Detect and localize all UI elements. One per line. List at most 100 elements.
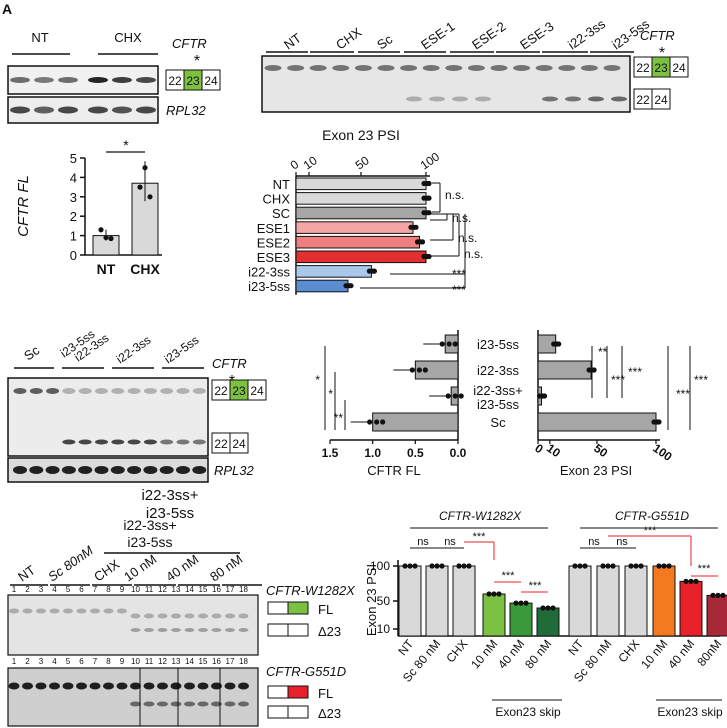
chart5-bar-9 [652, 565, 676, 637]
panel-d-band-bottom-skip [197, 701, 209, 707]
panel-d-lane-number-top: 6 [79, 585, 84, 594]
panel-b-exons-fl-exon-label: 24 [672, 61, 686, 75]
panel-d-exon2-skip-right [287, 705, 309, 719]
panel-d-band-bottom-fl [116, 682, 128, 690]
panel-d-fl-bottom: FL [318, 686, 333, 701]
panel-b-band-fl [513, 65, 531, 71]
chart5-point [402, 563, 408, 569]
chart5-point [550, 605, 556, 611]
panel-b-band-fl [264, 65, 282, 71]
panel-a-asterisk: * [194, 53, 200, 70]
panel-c-lane-sc: Sc [21, 342, 42, 363]
chart5-point [407, 563, 413, 569]
panel-b-band-fl [490, 65, 508, 71]
chart5-ytick-label: 50 [377, 594, 391, 608]
chart5-sig-label: ns [444, 536, 456, 548]
chart3-point [409, 367, 415, 373]
panel-a-band-rpl32-5 [136, 106, 156, 114]
chart5-point [491, 591, 497, 597]
chart4-bar [537, 412, 657, 432]
panel-d-lane-number-top: 15 [199, 585, 208, 594]
panel-d-lane-number-bottom: 14 [185, 657, 194, 666]
panel-d-lane-number-bottom: 15 [199, 657, 208, 666]
panel-c-loading-label: RPL32 [214, 463, 255, 478]
chart5-sig-label: *** [698, 563, 712, 575]
panel-c-band-rpl32 [176, 466, 190, 474]
panel-d-band-top-fl [9, 608, 19, 614]
chart3-point [367, 419, 373, 425]
panel-d-header-1: i22-3ss+ [123, 517, 176, 533]
chart3-xtick-label: 1.0 [364, 446, 381, 460]
panel-b-lane-label: Sc [374, 31, 395, 52]
panel-c-band-skip [176, 439, 190, 445]
panel-d-band-bottom-fl [35, 682, 47, 690]
panel-c-band-rpl32 [192, 466, 207, 474]
panel-d-exon2-left [267, 685, 289, 699]
panel-c-band-fl [62, 388, 76, 394]
chart5-point [518, 600, 524, 606]
chart5-sig-label: ns [588, 536, 600, 548]
panel-d-lane-number-top: 3 [39, 585, 44, 594]
panel-b-blot [261, 55, 631, 113]
chart2-bar-SC [295, 206, 427, 220]
panel-b-exons-fl-exon-24 [669, 56, 689, 78]
panel-b-band-fl [422, 65, 440, 71]
panel-d-band-bottom-fl [238, 682, 249, 690]
panel-a-band-rpl32-0 [10, 106, 30, 114]
panel-d-gene-bottom: CFTR-G551D [266, 664, 346, 679]
panel-c-caption-2: i23-5ss [146, 505, 194, 522]
chart5-point [661, 563, 667, 569]
panel-c-band-rpl32 [61, 466, 76, 474]
chart3-point [439, 341, 445, 347]
panel-d-exon2-skip-left [267, 705, 289, 719]
chart5-point [456, 563, 462, 569]
chart5-point [577, 563, 583, 569]
chart4-point [556, 341, 562, 347]
chart5-point [434, 563, 440, 569]
panel-d-lane-number-bottom: 13 [172, 657, 181, 666]
panel-d-lane-number-top: 10 [131, 585, 140, 594]
panel-d-gel-bottom [7, 667, 259, 727]
panel-d-lane-number-top: 7 [93, 585, 98, 594]
panel-c-exons-fl-exon-label: 22 [214, 384, 228, 398]
panel-c-band-fl [29, 388, 43, 394]
panel-b-band-fl [400, 65, 418, 71]
panel-d-band-bottom-skip [238, 701, 249, 707]
chart2-bar-i22-3ss [295, 265, 372, 278]
panel-d-lane-number-bottom: 6 [79, 657, 84, 666]
panel-d-band-top-fl [36, 608, 46, 614]
chart5-sig-label: *** [644, 525, 658, 537]
panel-d-exon-green [287, 601, 309, 615]
chart5-bar-7 [596, 565, 620, 637]
panel-c-band-skip [78, 439, 92, 445]
chart3-point [416, 367, 422, 373]
panel-d-lane-number-top: 13 [172, 585, 181, 594]
chart3-xtick-label: 0.0 [450, 446, 467, 460]
chart2-bar-ESE1 [295, 221, 414, 234]
chart1-ytick-label: 0 [70, 248, 77, 263]
chart5-bar-0 [398, 565, 422, 637]
panel-c-band-fl [176, 388, 190, 394]
chart1-ytick-label: 2 [70, 209, 77, 224]
chart5-point [572, 563, 578, 569]
panel-c-band-rpl32 [127, 466, 142, 474]
chart2-ytick-label: ESE1 [257, 221, 290, 236]
chart5-point [666, 563, 672, 569]
panel-d-band-top-skip [130, 628, 141, 632]
chart1-ytick-label: 3 [70, 190, 77, 205]
panel-c-band-rpl32 [94, 466, 109, 474]
chart4-sig-label: *** [694, 373, 708, 387]
panel-c-band-fl [13, 388, 27, 394]
panel-d-band-top-fl [157, 613, 168, 619]
panel-c-lane-i22b: i22-3ss [114, 333, 154, 367]
panel-d-lane-number-bottom: 16 [212, 657, 221, 666]
panel-c-band-skip [62, 439, 76, 445]
chart5-xtick-label: NT [395, 636, 416, 658]
panel-b-band-fl [354, 65, 372, 71]
chart3-sig-label: * [328, 387, 333, 401]
chart5-xtick-label: 40 nM [665, 637, 697, 672]
chart2-xtick-label: 0 [288, 157, 302, 172]
chart2-xtick-label: 100 [418, 149, 443, 172]
panel-d-lane-label: 10 nM [121, 551, 159, 584]
panel-d-lane-number-bottom: 5 [66, 657, 71, 666]
